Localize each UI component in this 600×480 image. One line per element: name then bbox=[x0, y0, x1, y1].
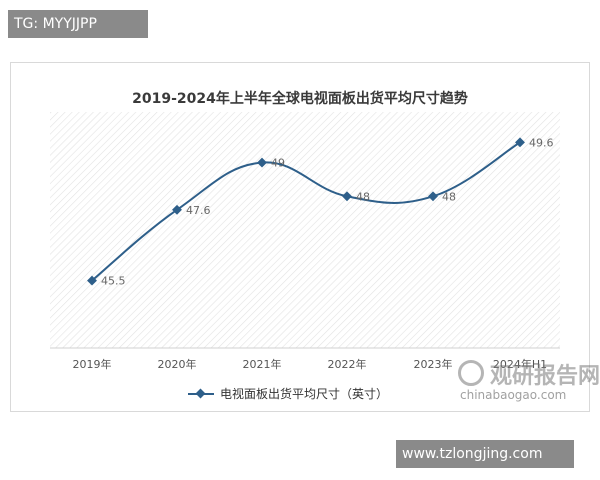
data-point bbox=[515, 137, 525, 148]
data-labels: 45.5 47.6 49 48 48 49.6 bbox=[101, 136, 554, 287]
x-tick-label: 2019年 bbox=[73, 357, 112, 371]
x-tick-label: 2020年 bbox=[158, 357, 197, 371]
legend: 电视面板出货平均尺寸（英寸） bbox=[188, 385, 388, 402]
data-label: 48 bbox=[442, 190, 456, 203]
x-tick-labels: 2019年 2020年 2021年 2022年 2023年 2024年H1 bbox=[73, 357, 548, 371]
data-label: 49.6 bbox=[529, 136, 554, 149]
series-line bbox=[91, 141, 521, 282]
data-point bbox=[342, 191, 352, 202]
top-tag: TG: MYYJJPP bbox=[8, 10, 148, 38]
data-label: 47.6 bbox=[186, 204, 211, 217]
watermark-brand: 观研报告网 bbox=[490, 364, 600, 389]
watermark-url: chinabaogao.com bbox=[460, 388, 567, 402]
plot-area bbox=[50, 112, 560, 348]
x-tick-label: 2021年 bbox=[243, 357, 282, 371]
chart-title: 2019-2024年上半年全球电视面板出货平均尺寸趋势 bbox=[132, 91, 468, 107]
legend-marker bbox=[188, 388, 214, 398]
x-tick-label: 2024年H1 bbox=[493, 357, 547, 371]
data-point bbox=[257, 157, 267, 168]
x-tick-label: 2022年 bbox=[328, 357, 367, 371]
data-label: 48 bbox=[356, 190, 370, 203]
legend-label: 电视面板出货平均尺寸（英寸） bbox=[220, 387, 389, 401]
bottom-tag: www.tzlongjing.com bbox=[396, 440, 574, 468]
x-tick-label: 2023年 bbox=[414, 357, 453, 371]
data-label: 45.5 bbox=[101, 275, 126, 288]
data-point bbox=[428, 191, 438, 202]
data-point bbox=[172, 204, 182, 215]
data-label: 49 bbox=[271, 157, 285, 170]
watermark-logo-icon bbox=[458, 360, 484, 386]
